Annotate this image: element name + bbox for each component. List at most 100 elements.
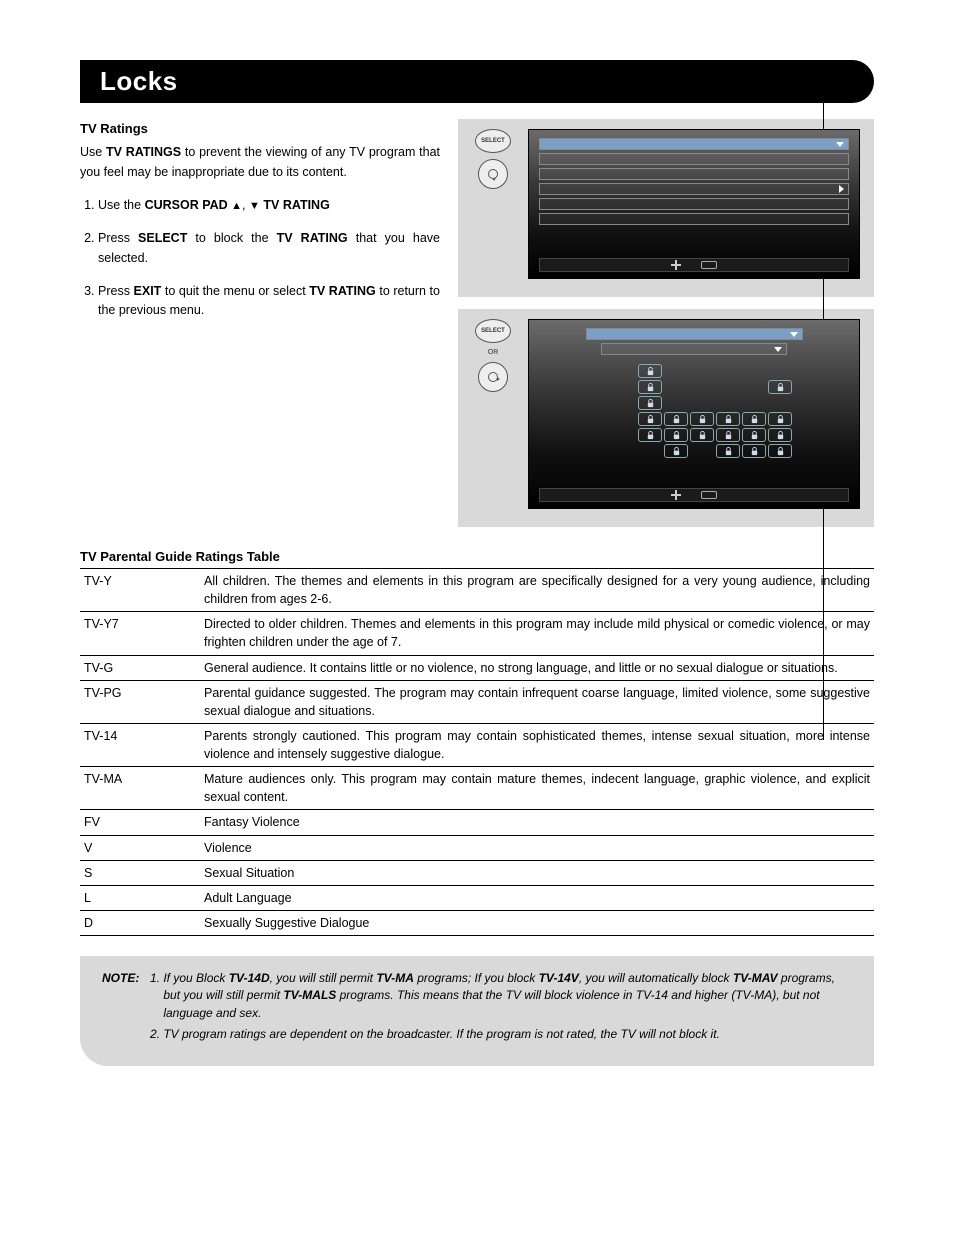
rating-code: TV-PG: [80, 680, 200, 723]
text-bold: TV-14D: [229, 971, 270, 985]
text-bold: TV-14V: [539, 971, 579, 985]
table-row: TV-PGParental guidance suggested. The pr…: [80, 680, 874, 723]
lock-icon: [716, 412, 740, 426]
rating-code: V: [80, 835, 200, 860]
empty-cell: [664, 396, 688, 410]
rating-description: Mature audiences only. This program may …: [200, 767, 874, 810]
table-row: SSexual Situation: [80, 860, 874, 885]
empty-cell: [716, 380, 740, 394]
text: If you Block: [163, 971, 228, 985]
rating-description: Parents strongly cautioned. This program…: [200, 723, 874, 766]
arrow-right-icon: [839, 185, 844, 193]
lock-grid: [539, 364, 849, 458]
text-bold: TV RATINGS: [106, 145, 181, 159]
lock-icon: [638, 412, 662, 426]
table-row: FVFantasy Violence: [80, 810, 874, 835]
lock-icon: [742, 428, 766, 442]
arrow-down-icon: [836, 142, 844, 147]
menu-row: [601, 343, 787, 355]
ratings-table: TV-YAll children. The themes and element…: [80, 568, 874, 936]
tv-bottom-bar: [539, 488, 849, 502]
rating-description: Sexual Situation: [200, 860, 874, 885]
text: , you will still permit: [270, 971, 377, 985]
rating-code: S: [80, 860, 200, 885]
triangle-down-icon: ▼: [249, 201, 260, 212]
rating-row-label: [596, 364, 636, 378]
menu-row: [586, 328, 803, 340]
step-2: Press SELECT to block the TV RATING that…: [98, 229, 440, 268]
empty-cell: [742, 380, 766, 394]
cursor-button-icon: [478, 159, 508, 189]
empty-cell: [690, 396, 714, 410]
lock-icon: [742, 412, 766, 426]
table-row: TV-Y7Directed to older children. Themes …: [80, 612, 874, 655]
lock-icon: [664, 412, 688, 426]
rating-description: General audience. It contains little or …: [200, 655, 874, 680]
empty-cell: [768, 396, 792, 410]
menu-row: [539, 198, 849, 210]
lock-icon: [768, 444, 792, 458]
empty-cell: [690, 380, 714, 394]
empty-cell: [716, 364, 740, 378]
rating-code: L: [80, 885, 200, 910]
menu-row: [539, 168, 849, 180]
intro-heading: TV Ratings: [80, 119, 440, 139]
table-row: TV-YAll children. The themes and element…: [80, 569, 874, 612]
triangle-up-icon: ▲: [231, 201, 242, 212]
tv-bottom-bar: [539, 258, 849, 272]
lock-icon: [690, 412, 714, 426]
select-label: SELECT: [481, 138, 505, 144]
menu-row: [539, 183, 849, 195]
dpad-icon: [671, 260, 681, 270]
text: , you will automatically block: [579, 971, 733, 985]
text-bold: TV-MAV: [733, 971, 778, 985]
rating-description: Directed to older children. Themes and e…: [200, 612, 874, 655]
note-item-1: If you Block TV-14D, you will still perm…: [163, 970, 852, 1022]
remote-buttons-1: SELECT: [468, 129, 518, 279]
text-bold: EXIT: [134, 284, 162, 298]
lock-icon: [716, 444, 740, 458]
ratings-table-section: TV Parental Guide Ratings Table TV-YAll …: [80, 549, 874, 936]
rating-description: All children. The themes and elements in…: [200, 569, 874, 612]
text-bold: TV-MA: [376, 971, 414, 985]
empty-cell: [742, 396, 766, 410]
screenshot-panel-1: SELECT: [458, 119, 874, 297]
table-row: TV-14Parents strongly cautioned. This pr…: [80, 723, 874, 766]
step-3: Press EXIT to quit the menu or select TV…: [98, 282, 440, 321]
rating-row-label: [596, 380, 636, 394]
menu-row: [539, 153, 849, 165]
or-label: OR: [488, 349, 499, 356]
rating-row-label: [596, 412, 636, 426]
cursor-down-icon: [488, 169, 498, 179]
text: Press: [98, 284, 134, 298]
lock-icon: [742, 444, 766, 458]
text: to block the: [187, 231, 276, 245]
remote-buttons-2: SELECT OR: [468, 319, 518, 509]
empty-cell: [690, 444, 714, 458]
text: Use the: [98, 198, 145, 212]
tv-screen-2: [528, 319, 860, 509]
section-title-bar: Locks: [80, 60, 874, 103]
cursor-right-icon: [488, 372, 498, 382]
note-box: NOTE: If you Block TV-14D, you will stil…: [80, 956, 874, 1066]
table-row: VViolence: [80, 835, 874, 860]
ratings-table-heading: TV Parental Guide Ratings Table: [80, 549, 874, 564]
rating-description: Parental guidance suggested. The program…: [200, 680, 874, 723]
lock-icon: [664, 444, 688, 458]
text: Press: [98, 231, 138, 245]
text: to quit the menu or select: [161, 284, 309, 298]
note-label: NOTE:: [102, 970, 139, 1048]
rating-description: Fantasy Violence: [200, 810, 874, 835]
lock-icon: [690, 428, 714, 442]
rating-row-label: [596, 444, 636, 458]
select-label: SELECT: [481, 328, 505, 334]
rating-code: TV-Y7: [80, 612, 200, 655]
lock-icon: [768, 412, 792, 426]
text-bold: TV RATING: [309, 284, 376, 298]
table-row: TV-MAMature audiences only. This program…: [80, 767, 874, 810]
rating-code: TV-G: [80, 655, 200, 680]
select-indicator-icon: [701, 491, 717, 499]
cursor-button-icon: [478, 362, 508, 392]
menu-row: [539, 138, 849, 150]
lock-icon: [638, 364, 662, 378]
